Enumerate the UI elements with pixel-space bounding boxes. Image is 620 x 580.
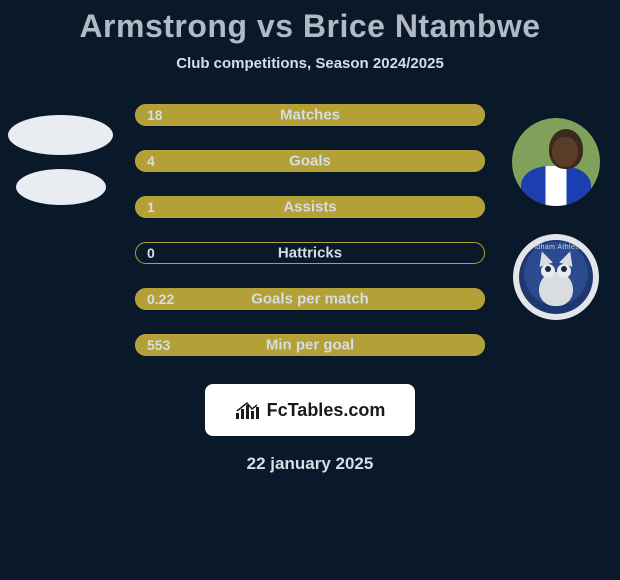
stat-label: Min per goal [266, 337, 354, 354]
stat-row: 0.22 Goals per match [135, 288, 485, 310]
vs-separator: vs [257, 8, 294, 44]
page-title: Armstrong vs Brice Ntambwe [79, 8, 540, 45]
stat-value: 553 [147, 337, 170, 353]
stat-row: 1 Assists [135, 196, 485, 218]
stat-row: 4 Goals [135, 150, 485, 172]
subtitle: Club competitions, Season 2024/2025 [176, 55, 444, 72]
stat-label: Hattricks [278, 245, 342, 262]
stat-row: 0 Hattricks [135, 242, 485, 264]
comparison-card: Armstrong vs Brice Ntambwe Club competit… [0, 0, 620, 580]
stat-value: 18 [147, 107, 163, 123]
bar-chart-icon [235, 399, 261, 421]
stats-list: 18 Matches 4 Goals 1 Assists 0 Hattricks… [0, 104, 620, 356]
brand-text: FcTables.com [267, 400, 386, 421]
stat-row: 18 Matches [135, 104, 485, 126]
stat-label: Goals per match [251, 291, 369, 308]
stat-value: 4 [147, 153, 155, 169]
stat-label: Assists [283, 199, 336, 216]
stat-value: 0 [147, 245, 155, 261]
fctables-link[interactable]: FcTables.com [205, 384, 415, 436]
stat-label: Matches [280, 107, 340, 124]
stat-value: 0.22 [147, 291, 174, 307]
stat-value: 1 [147, 199, 155, 215]
date-label: 22 january 2025 [247, 454, 374, 474]
stat-row: 553 Min per goal [135, 334, 485, 356]
player1-name: Armstrong [79, 8, 247, 44]
player2-name: Brice Ntambwe [303, 8, 541, 44]
stat-label: Goals [289, 153, 331, 170]
